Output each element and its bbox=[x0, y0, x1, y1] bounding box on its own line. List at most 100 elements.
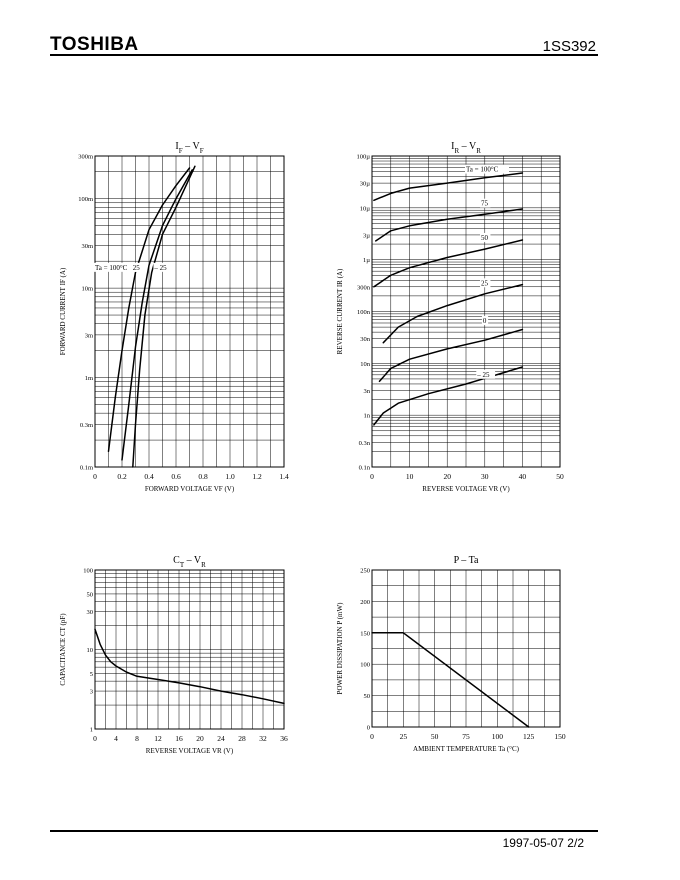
series-annotation: 25 bbox=[133, 264, 141, 272]
y-tick-label: 50 bbox=[364, 693, 371, 700]
x-tick-label: 100 bbox=[492, 732, 504, 741]
y-tick-label: 1n bbox=[364, 413, 371, 420]
ct-vr-frame bbox=[94, 569, 285, 730]
y-tick-label: 30µ bbox=[360, 181, 371, 188]
ir-vr-frame bbox=[371, 155, 561, 468]
x-tick-label: 0.4 bbox=[144, 472, 154, 481]
y-tick-label: 1µ bbox=[363, 257, 370, 264]
ct-vr-xlabel: REVERSE VOLTAGE VR (V) bbox=[146, 747, 234, 755]
x-tick-label: 150 bbox=[554, 732, 566, 741]
part-number: 1SS392 bbox=[542, 38, 596, 55]
y-tick-label: 3n bbox=[364, 388, 371, 395]
x-tick-label: 0.8 bbox=[198, 472, 208, 481]
footer-rule bbox=[50, 830, 598, 832]
ct-vr-ylabel: CAPACITANCE CT (pF) bbox=[59, 613, 67, 686]
ct-vr-grid bbox=[94, 569, 285, 730]
y-tick-label: 1 bbox=[90, 727, 93, 734]
x-tick-label: 40 bbox=[519, 472, 527, 481]
ir-vr-series-line bbox=[373, 366, 524, 426]
footer-date-page: 1997-05-07 2/2 bbox=[502, 836, 584, 850]
y-tick-label: 30m bbox=[81, 243, 93, 250]
x-tick-label: 20 bbox=[443, 472, 451, 481]
ct-vr-chart: 0 4 8 12 16 20 24 28 32 36 1 3 5 10 30 50 100 CT – VR REVE… bbox=[59, 555, 288, 755]
x-tick-label: 28 bbox=[238, 734, 246, 743]
y-tick-label: 3m bbox=[85, 332, 93, 339]
if-vf-series-line bbox=[132, 165, 196, 468]
x-tick-label: 12 bbox=[154, 734, 162, 743]
y-tick-label: 3 bbox=[90, 689, 93, 696]
y-tick-label: 3µ bbox=[363, 232, 370, 239]
p-ta-xlabel: AMBIENT TEMPERATURE Ta (°C) bbox=[413, 745, 520, 753]
series-annotation: – 25 bbox=[153, 264, 167, 272]
series-annotation: Ta = 100°C bbox=[95, 264, 128, 272]
y-tick-label: 200 bbox=[360, 599, 370, 606]
y-tick-label: 50 bbox=[87, 591, 94, 598]
y-tick-label: 150 bbox=[360, 630, 370, 637]
ir-vr-series-line bbox=[375, 208, 524, 242]
y-tick-label: 0.1m bbox=[80, 465, 93, 472]
annotation-bg bbox=[480, 278, 491, 288]
series-annotation: – 25 bbox=[476, 371, 490, 379]
x-tick-label: 0.2 bbox=[117, 472, 127, 481]
annotation-bg bbox=[480, 198, 491, 208]
y-tick-label: 100n bbox=[357, 309, 371, 316]
y-tick-label: 30n bbox=[360, 336, 371, 343]
y-tick-label: 10m bbox=[81, 286, 93, 293]
p-ta-ylabel: POWER DISSIPATION P (mW) bbox=[336, 602, 344, 695]
x-tick-label: 125 bbox=[523, 732, 535, 741]
y-tick-label: 0.1n bbox=[359, 465, 371, 472]
y-tick-label: 300m bbox=[78, 154, 93, 161]
brand-logo: TOSHIBA bbox=[50, 34, 139, 55]
y-tick-label: 100m bbox=[78, 196, 93, 203]
y-tick-label: 10n bbox=[360, 361, 371, 368]
y-tick-label: 30 bbox=[87, 609, 94, 616]
y-tick-label: 300n bbox=[357, 284, 371, 291]
x-tick-label: 75 bbox=[462, 732, 470, 741]
ir-vr-series-line bbox=[382, 283, 524, 344]
x-tick-label: 0 bbox=[370, 472, 374, 481]
if-vf-ylabel: FORWARD CURRENT IF (A) bbox=[59, 267, 67, 355]
annotation-bg bbox=[94, 262, 138, 272]
ir-vr-ylabel: REVERSE CURRENT IR (A) bbox=[336, 268, 344, 354]
if-vf-xlabel: FORWARD VOLTAGE VF (V) bbox=[145, 485, 235, 493]
x-tick-label: 16 bbox=[175, 734, 183, 743]
ct-vr-title: CT – VR bbox=[173, 555, 206, 569]
p-ta-grid bbox=[371, 569, 561, 728]
y-tick-label: 10 bbox=[87, 647, 94, 654]
if-vf-chart: 0 0.2 0.4 0.6 0.8 1.0 1.2 1.4 0.1m 0.3m 1m 3m 10m 30m… bbox=[59, 141, 289, 493]
ir-vr-grid bbox=[371, 155, 561, 468]
annotation-bg bbox=[480, 232, 491, 242]
y-tick-label: 5 bbox=[90, 671, 93, 678]
x-tick-label: 36 bbox=[280, 734, 288, 743]
x-tick-label: 8 bbox=[135, 734, 139, 743]
y-tick-label: 1m bbox=[85, 375, 93, 382]
x-tick-label: 25 bbox=[400, 732, 408, 741]
x-tick-label: 20 bbox=[196, 734, 204, 743]
x-tick-label: 0.6 bbox=[171, 472, 181, 481]
y-tick-label: 0.3m bbox=[80, 422, 93, 429]
x-tick-label: 24 bbox=[217, 734, 225, 743]
ir-vr-title: IR – VR bbox=[451, 141, 481, 155]
annotation-bg bbox=[476, 369, 496, 379]
series-annotation: 25 bbox=[481, 279, 489, 287]
y-tick-label: 100µ bbox=[357, 154, 371, 161]
p-ta-series-line bbox=[371, 632, 530, 728]
y-tick-label: 10µ bbox=[360, 205, 371, 212]
annotation-bg bbox=[481, 315, 489, 325]
x-tick-label: 1.4 bbox=[279, 472, 289, 481]
x-tick-label: 50 bbox=[556, 472, 564, 481]
x-tick-label: 4 bbox=[114, 734, 118, 743]
series-annotation: 0 bbox=[483, 317, 487, 325]
if-vf-series-line bbox=[121, 169, 193, 461]
x-tick-label: 32 bbox=[259, 734, 267, 743]
series-annotation: Ta = 100°C bbox=[466, 166, 499, 174]
if-vf-grid bbox=[94, 155, 285, 468]
series-annotation: 50 bbox=[481, 234, 489, 242]
x-tick-label: 50 bbox=[431, 732, 439, 741]
ir-vr-xlabel: REVERSE VOLTAGE VR (V) bbox=[422, 485, 510, 493]
y-tick-label: 0 bbox=[367, 725, 370, 732]
y-tick-label: 100 bbox=[83, 568, 93, 575]
ir-vr-chart: 0 10 20 30 40 50 0.1n 0.3n 1n 3n 10n 30n 100n 300n 1µ 3… bbox=[336, 141, 564, 493]
p-ta-chart: 0 25 50 75 100 125 150 0 50 100 150 200 250 P – Ta AMB… bbox=[336, 555, 566, 753]
header-rule bbox=[50, 54, 598, 56]
